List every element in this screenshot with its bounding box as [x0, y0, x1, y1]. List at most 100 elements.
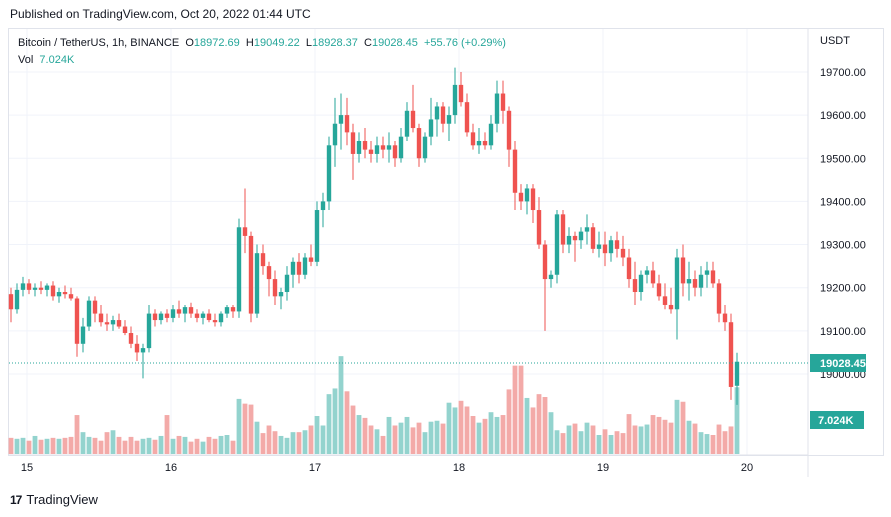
candle-body [332, 123, 338, 146]
candle-body [128, 333, 134, 344]
candle-body [674, 257, 680, 310]
volume-bar [56, 438, 62, 454]
volume-bar [650, 415, 656, 454]
volume-bar [314, 416, 320, 454]
candle-body [212, 320, 218, 323]
candle-body [158, 313, 164, 321]
volume-bar [518, 365, 524, 454]
tradingview-logo-icon: 17 [10, 492, 22, 507]
volume-bar [710, 435, 716, 454]
candle-body [602, 244, 608, 254]
volume-bar [284, 437, 290, 454]
volume-bar [362, 417, 368, 454]
candle-body [686, 279, 692, 284]
candle-body [620, 248, 626, 258]
candle-body [722, 313, 728, 323]
candle-body [56, 292, 62, 297]
volume-bar [620, 433, 626, 454]
volume-bar [596, 435, 602, 454]
candle-body [554, 214, 560, 275]
candle-body [260, 253, 266, 267]
volume-bar [32, 435, 38, 454]
volume-bar [560, 433, 566, 454]
grid-lines [9, 29, 808, 455]
volume-bar [38, 439, 44, 454]
candle-body [512, 149, 518, 193]
high-value: 19049.22 [253, 37, 300, 49]
candle-body [566, 235, 572, 245]
volume-bar [380, 435, 386, 454]
high-label: H [245, 37, 254, 49]
candle-body [338, 115, 344, 124]
candle-body [152, 313, 158, 321]
candle-body [314, 210, 320, 262]
volume-bar [158, 435, 164, 454]
candle-body [584, 227, 590, 232]
candle-body [350, 132, 356, 154]
volume-bar [74, 415, 80, 454]
candle-body [410, 110, 416, 129]
candle-body [254, 253, 260, 314]
candle-body [596, 244, 602, 249]
volume-bar [116, 436, 122, 454]
volume-bar [536, 394, 542, 454]
volume-bar [164, 415, 170, 454]
symbol-label[interactable]: Bitcoin / TetherUS, 1h, BINANCE [18, 37, 180, 49]
volume-bar [302, 430, 308, 454]
volume-bar [230, 440, 236, 454]
time-tick-label: 16 [165, 462, 177, 474]
candle-body [236, 227, 242, 312]
candle-body [200, 313, 206, 318]
candle-body [92, 300, 98, 314]
candle-body [122, 326, 128, 334]
candle-body [176, 309, 182, 314]
candle-body [290, 261, 296, 275]
candle-body [224, 307, 230, 314]
footer-brand[interactable]: 17 TradingView [10, 492, 98, 507]
volume-value: 7.024K [39, 54, 75, 66]
tradingview-brand-text: TradingView [26, 492, 98, 507]
candle-body [104, 322, 110, 325]
candle-body [404, 110, 410, 137]
candle-body [644, 270, 650, 275]
candle-body [266, 266, 272, 280]
candle-body [482, 140, 488, 146]
volume-bar [104, 432, 110, 454]
volume-bars [8, 356, 740, 454]
price-axis: 19000.0019100.0019200.0019300.0019400.00… [807, 29, 866, 477]
candle-body [614, 240, 620, 249]
volume-bar [410, 427, 416, 454]
volume-tag [810, 411, 864, 429]
candle-body [98, 313, 104, 323]
candle-body [170, 309, 176, 318]
candle-body [662, 296, 668, 305]
price-tick-label: 19400.00 [820, 196, 866, 208]
volume-bar [176, 435, 182, 454]
candle-body [362, 140, 368, 150]
price-tick-label: 19200.00 [820, 283, 866, 295]
volume-bar [668, 422, 674, 454]
volume-label[interactable]: Vol [18, 54, 34, 66]
volume-bar [248, 404, 254, 454]
volume-bar [512, 365, 518, 454]
volume-bar [626, 414, 632, 454]
volume-bar [152, 439, 158, 454]
volume-bar [62, 437, 68, 454]
candles [8, 67, 740, 405]
candle-body [680, 257, 686, 284]
volume-bar [212, 438, 218, 454]
candle-body [110, 320, 116, 325]
candle-body [182, 307, 188, 314]
candle-body [248, 235, 254, 314]
volume-bar [530, 407, 536, 454]
volume-bar [146, 437, 152, 454]
candle-body [374, 145, 380, 154]
volume-bar [296, 432, 302, 454]
candle-body [422, 136, 428, 159]
volume-bar [542, 397, 548, 454]
close-value: 19028.45 [371, 37, 418, 49]
candle-body [572, 235, 578, 241]
candle-body [458, 84, 464, 103]
volume-bar [14, 438, 20, 454]
